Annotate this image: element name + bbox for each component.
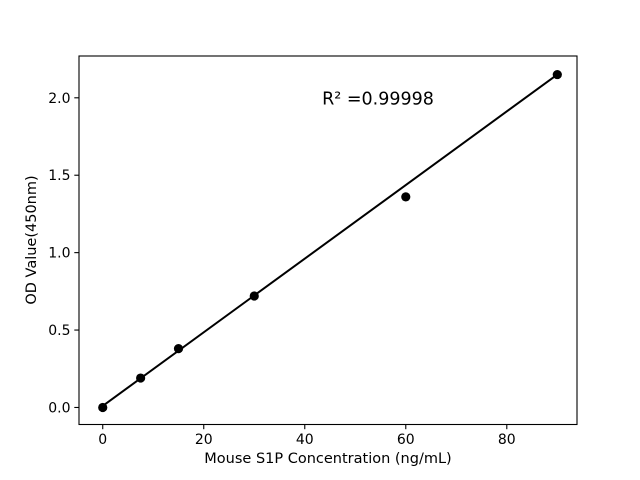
y-tick-label: 0.5 [48,323,70,339]
y-tick-label: 1.0 [48,246,70,262]
data-point [136,373,146,383]
y-tick-label: 0.0 [48,400,70,416]
x-tick-label: 80 [498,432,516,448]
data-point [249,291,259,301]
x-axis-label: Mouse S1P Concentration (ng/mL) [204,451,452,467]
y-tick-label: 2.0 [48,91,70,107]
data-point [552,69,562,80]
y-tick-label: 1.5 [48,168,70,184]
data-point [173,344,184,354]
x-tick-label: 60 [397,432,415,448]
fit-line [101,73,559,407]
data-point [401,192,411,202]
x-tick-label: 20 [195,432,213,448]
x-tick-label: 40 [296,432,314,448]
x-tick-label: 0 [98,432,107,448]
r-squared-annotation: R² =0.99998 [322,89,434,110]
data-point [98,402,108,413]
y-axis-label: OD Value(450nm) [23,175,40,305]
axes-border [78,55,578,426]
